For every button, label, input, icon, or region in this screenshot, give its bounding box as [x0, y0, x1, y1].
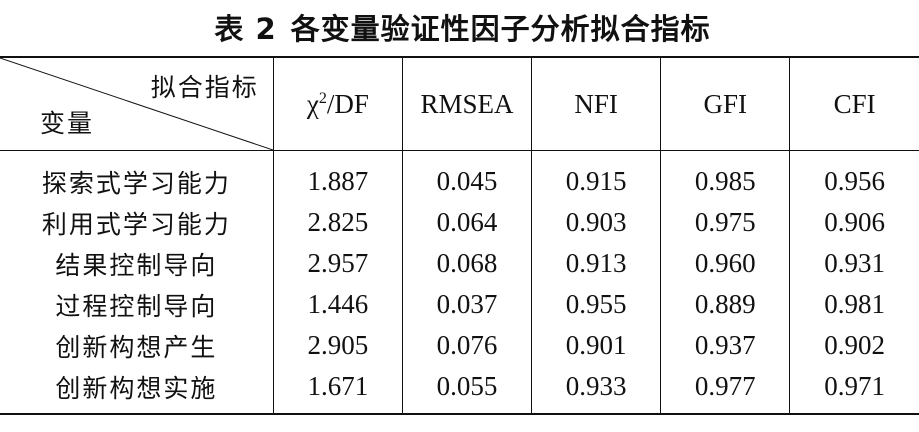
- table-cell: 0.956: [789, 150, 919, 202]
- table-cell: 0.981: [789, 284, 919, 325]
- table-cell: 0.977: [660, 366, 790, 415]
- column-header: RMSEA: [401, 56, 532, 151]
- chi-suffix: /DF: [326, 88, 369, 119]
- table-cell: 0.064: [401, 202, 532, 243]
- table-cell: 0.960: [660, 243, 790, 284]
- table-cell: 0.889: [660, 284, 790, 325]
- table-cell: 0.955: [531, 284, 661, 325]
- table-cell: 0.937: [660, 325, 790, 366]
- table-cell: 2.825: [272, 202, 403, 243]
- table-cell: 2.905: [272, 325, 403, 366]
- table-cell: 1.671: [272, 366, 403, 415]
- table-title: 表 2 各变量验证性因子分析拟合指标: [0, 6, 919, 48]
- table-cell: 0.901: [531, 325, 661, 366]
- table-cell: 0.985: [660, 150, 790, 202]
- column-header: CFI: [789, 56, 919, 151]
- table-caption: 各变量验证性因子分析拟合指标: [290, 12, 711, 46]
- column-header: NFI: [531, 56, 661, 151]
- row-label: 利用式学习能力: [41, 209, 231, 239]
- table-cell: 0.931: [789, 243, 919, 284]
- corner-top-label: 拟合指标: [150, 73, 259, 102]
- table-row: 创新构想产生 2.905 0.076 0.901 0.937 0.902: [0, 325, 919, 366]
- table-row: 结果控制导向 2.957 0.068 0.913 0.960 0.931: [0, 243, 919, 284]
- diagonal-divider: [0, 58, 273, 150]
- table-cell: 0.913: [531, 243, 661, 284]
- chi-symbol: χ: [306, 88, 319, 119]
- row-label: 创新构想实施: [0, 366, 274, 415]
- column-header: GFI: [660, 56, 790, 151]
- table-cell: 0.076: [401, 325, 532, 366]
- column-header-chi: χ2/DF: [272, 56, 403, 151]
- table-cell: 0.975: [660, 202, 790, 243]
- chi-superscript: 2: [318, 89, 327, 107]
- table-cell: 0.055: [401, 366, 532, 415]
- table-cell: 0.903: [531, 202, 661, 243]
- row-label: 结果控制导向: [55, 250, 218, 280]
- table-row: 利用式学习能力 2.825 0.064 0.903 0.975 0.906: [0, 202, 919, 243]
- table-cell: 0.915: [531, 150, 661, 202]
- row-label: 过程控制导向: [55, 291, 218, 321]
- table-cell: 1.887: [272, 150, 403, 202]
- table-row: 创新构想实施 1.671 0.055 0.933 0.977 0.971: [0, 366, 919, 415]
- table-row: 探索式学习能力 1.887 0.045 0.915 0.985 0.956: [0, 150, 919, 202]
- table-cell: 0.906: [789, 202, 919, 243]
- table-cell: 2.957: [272, 243, 403, 284]
- table-cell: 0.045: [401, 150, 532, 202]
- row-label: 探索式学习能力: [41, 168, 231, 198]
- table-cell: 0.971: [789, 366, 919, 415]
- table-cell: 0.902: [789, 325, 919, 366]
- corner-header: 拟合指标 变量: [0, 56, 274, 151]
- corner-bottom-label: 变量: [40, 109, 95, 138]
- row-label: 创新构想产生: [55, 332, 218, 362]
- table-cell: 0.037: [401, 284, 532, 325]
- header-row: 拟合指标 变量 χ2/DF RMSEA NFI GFI CFI: [0, 56, 919, 151]
- table-cell: 1.446: [272, 284, 403, 325]
- table-cell: 0.933: [531, 366, 661, 415]
- table-cell: 0.068: [401, 243, 532, 284]
- fit-index-table: 拟合指标 变量 χ2/DF RMSEA NFI GFI CFI 探索式学习能力 …: [0, 56, 919, 415]
- table-row: 过程控制导向 1.446 0.037 0.955 0.889 0.981: [0, 284, 919, 325]
- table-number: 表 2: [214, 12, 277, 46]
